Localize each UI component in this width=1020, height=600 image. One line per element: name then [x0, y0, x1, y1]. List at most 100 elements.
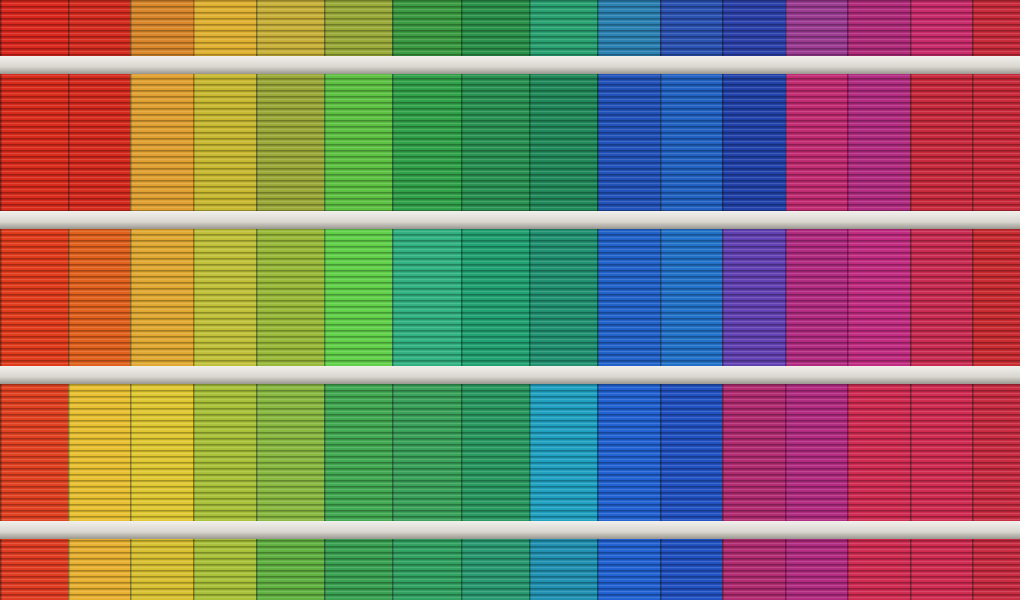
- blind-slats: [256, 229, 324, 366]
- blind-slats: [660, 539, 722, 600]
- blind-slats: [529, 384, 597, 521]
- panel-gap: [193, 229, 195, 366]
- panel-gap: [847, 74, 849, 211]
- blind-slats: [130, 0, 193, 56]
- panel-gap: [597, 539, 599, 600]
- blind-slats: [193, 0, 256, 56]
- panel-gap: [722, 229, 724, 366]
- panel-gap: [392, 229, 394, 366]
- blind-slats: [68, 539, 130, 600]
- blind-slats: [972, 74, 1020, 211]
- blind-slats: [597, 0, 660, 56]
- blind-slats: [722, 0, 785, 56]
- panel-gap: [785, 229, 787, 366]
- panel-gap: [256, 229, 258, 366]
- panel-gap: [910, 0, 912, 56]
- panel-gap: [68, 74, 70, 211]
- panel-gap: [785, 0, 787, 56]
- blind-slats: [256, 74, 324, 211]
- panel-gap: [597, 229, 599, 366]
- panel-gap: [130, 0, 132, 56]
- blind-slats: [461, 74, 529, 211]
- blind-slats: [392, 74, 461, 211]
- blind-slats: [910, 0, 972, 56]
- panel-gap: [910, 229, 912, 366]
- blind-slats: [461, 0, 529, 56]
- blind-slats: [597, 229, 660, 366]
- panel-gap: [0, 0, 2, 56]
- panel-gap: [392, 539, 394, 600]
- blind-slats: [0, 229, 68, 366]
- panel-gap: [324, 384, 326, 521]
- blind-slats: [972, 539, 1020, 600]
- panel-gap: [68, 384, 70, 521]
- panel-gap: [660, 229, 662, 366]
- panel-gap: [193, 74, 195, 211]
- blind-slats: [660, 0, 722, 56]
- panel-gap: [256, 0, 258, 56]
- panel-gap: [785, 74, 787, 211]
- panel-gap: [193, 384, 195, 521]
- blind-slats: [660, 229, 722, 366]
- panel-gap: [847, 384, 849, 521]
- panel-gap: [0, 229, 2, 366]
- blind-slats: [461, 229, 529, 366]
- blind-slats: [324, 384, 392, 521]
- blind-slats: [324, 229, 392, 366]
- panel-gap: [461, 229, 463, 366]
- panel-gap: [529, 229, 531, 366]
- blind-slats: [847, 229, 910, 366]
- blind-slats: [324, 539, 392, 600]
- panel-gap: [392, 384, 394, 521]
- panel-gap: [324, 229, 326, 366]
- panel-gap: [0, 539, 2, 600]
- blind-slats: [0, 0, 68, 56]
- blind-slats: [193, 384, 256, 521]
- panel-gap: [660, 0, 662, 56]
- panel-gap: [972, 74, 974, 211]
- blind-slats: [910, 539, 972, 600]
- panel-gap: [68, 229, 70, 366]
- blind-slats: [392, 384, 461, 521]
- panel-gap: [392, 0, 394, 56]
- blind-slats: [529, 74, 597, 211]
- panel-gap: [972, 229, 974, 366]
- panel-gap: [597, 384, 599, 521]
- blind-slats: [256, 0, 324, 56]
- blind-slats: [324, 74, 392, 211]
- blind-slats: [660, 384, 722, 521]
- blind-slats: [910, 384, 972, 521]
- floor-beam: [0, 521, 1020, 539]
- panel-gap: [910, 384, 912, 521]
- blind-slats: [847, 384, 910, 521]
- panel-gap: [68, 539, 70, 600]
- blind-slats: [785, 229, 847, 366]
- blind-slats: [785, 384, 847, 521]
- panel-gap: [910, 539, 912, 600]
- blind-slats: [722, 229, 785, 366]
- blind-slats: [130, 384, 193, 521]
- panel-gap: [392, 74, 394, 211]
- blind-slats: [529, 539, 597, 600]
- panel-gap: [529, 0, 531, 56]
- blind-slats: [785, 539, 847, 600]
- blind-slats: [847, 74, 910, 211]
- panel-gap: [529, 384, 531, 521]
- blind-slats: [597, 384, 660, 521]
- blind-slats: [130, 229, 193, 366]
- panel-gap: [130, 384, 132, 521]
- blind-slats: [193, 74, 256, 211]
- blind-slats: [392, 539, 461, 600]
- panel-gap: [68, 0, 70, 56]
- panel-gap: [785, 539, 787, 600]
- blind-slats: [392, 0, 461, 56]
- panel-gap: [529, 539, 531, 600]
- panel-gap: [847, 0, 849, 56]
- blind-slats: [847, 0, 910, 56]
- panel-gap: [130, 229, 132, 366]
- panel-gap: [597, 74, 599, 211]
- blind-slats: [0, 539, 68, 600]
- blind-slats: [660, 74, 722, 211]
- panel-gap: [910, 74, 912, 211]
- blind-slats: [68, 229, 130, 366]
